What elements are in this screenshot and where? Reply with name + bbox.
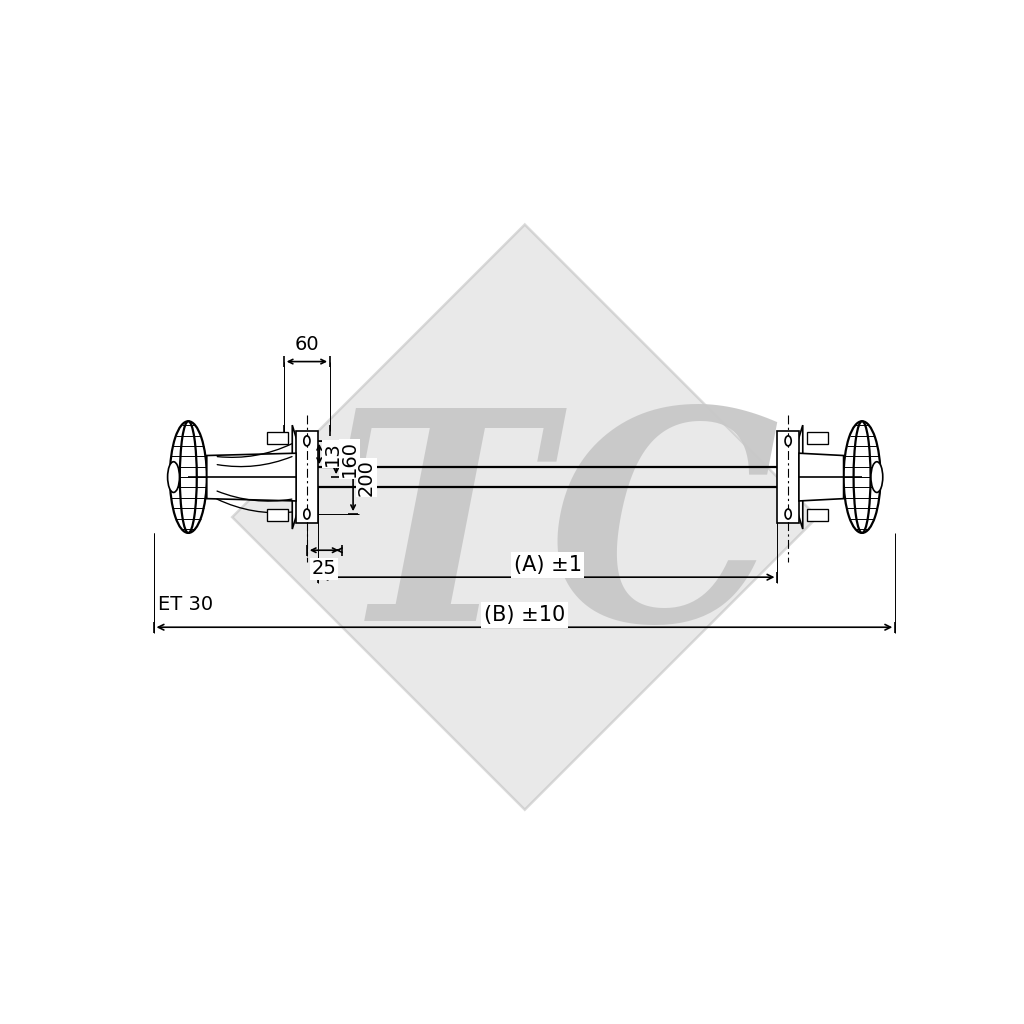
Ellipse shape <box>304 436 310 445</box>
Bar <box>807 509 828 521</box>
Bar <box>807 432 828 444</box>
Bar <box>777 431 799 523</box>
Bar <box>296 431 317 523</box>
Bar <box>267 509 289 521</box>
Bar <box>267 432 289 444</box>
Ellipse shape <box>168 462 179 493</box>
Polygon shape <box>292 425 300 529</box>
Text: TC: TC <box>331 399 780 681</box>
Ellipse shape <box>170 421 207 532</box>
Polygon shape <box>232 224 817 810</box>
Text: 160: 160 <box>340 440 359 477</box>
Ellipse shape <box>785 509 792 519</box>
Text: 60: 60 <box>295 335 319 354</box>
Ellipse shape <box>854 421 870 532</box>
Ellipse shape <box>304 509 310 519</box>
Polygon shape <box>207 454 296 501</box>
Polygon shape <box>795 425 803 529</box>
Polygon shape <box>799 454 844 501</box>
Ellipse shape <box>785 436 792 445</box>
Text: 200: 200 <box>357 459 376 496</box>
Text: ET 30: ET 30 <box>158 595 213 613</box>
Ellipse shape <box>871 462 883 493</box>
Ellipse shape <box>844 421 881 532</box>
Ellipse shape <box>180 421 197 532</box>
Text: (B) ±10: (B) ±10 <box>483 605 565 625</box>
Text: (A) ±1: (A) ±1 <box>513 555 582 574</box>
Text: 13: 13 <box>323 441 342 466</box>
Text: 25: 25 <box>311 559 337 579</box>
